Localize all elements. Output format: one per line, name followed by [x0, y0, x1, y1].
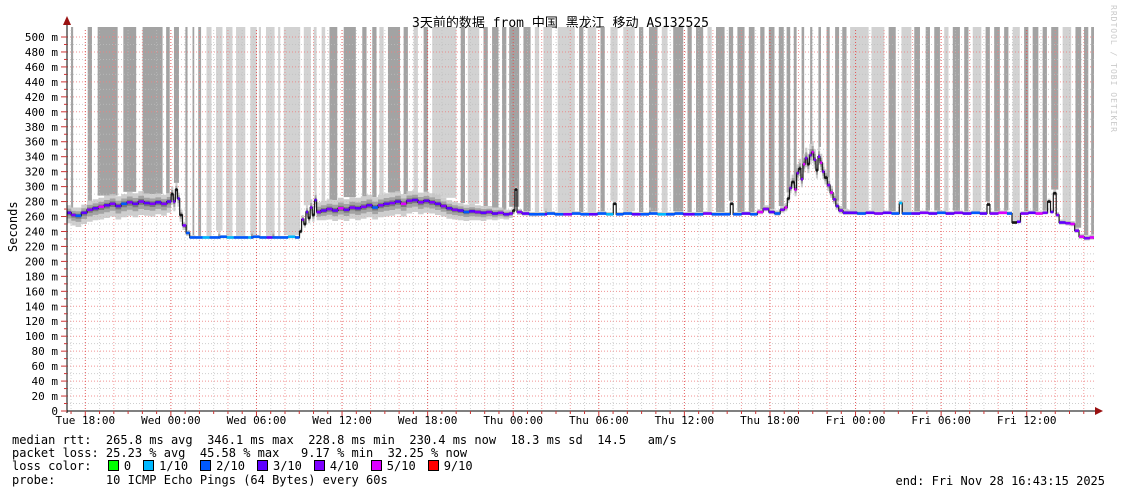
- loss-color-swatch: [200, 460, 212, 471]
- probe-info: probe: 10 ICMP Echo Pings (64 Bytes) eve…: [12, 473, 388, 487]
- loss-color-swatch: [107, 460, 119, 471]
- loss-color-value: 1/10: [159, 459, 189, 473]
- packet-loss-stats: packet loss: 25.23 % avg 45.58 % max 9.1…: [12, 446, 468, 460]
- x-tick-label: Fri 12:00: [997, 414, 1057, 427]
- svg-text:420 m: 420 m: [25, 91, 58, 104]
- svg-text:40 m: 40 m: [32, 375, 59, 388]
- loss-color-item: 4/10: [312, 459, 359, 473]
- loss-color-value: 5/10: [386, 459, 416, 473]
- x-tick-label: Thu 00:00: [483, 414, 543, 427]
- loss-color-item: 2/10: [198, 459, 245, 473]
- svg-text:260 m: 260 m: [25, 211, 58, 224]
- svg-text:440 m: 440 m: [25, 76, 58, 89]
- svg-text:220 m: 220 m: [25, 240, 58, 253]
- loss-color-label: loss color:: [12, 459, 106, 473]
- loss-color-swatch: [256, 460, 268, 471]
- loss-color-item: 3/10: [255, 459, 302, 473]
- loss-color-item: 1/10: [141, 459, 188, 473]
- loss-color-value: 3/10: [272, 459, 302, 473]
- svg-text:460 m: 460 m: [25, 61, 58, 74]
- svg-text:400 m: 400 m: [25, 106, 58, 119]
- loss-color-value: 2/10: [216, 459, 245, 473]
- loss-color-value: 0: [123, 459, 132, 473]
- svg-text:160 m: 160 m: [25, 285, 58, 298]
- svg-text:320 m: 320 m: [25, 166, 58, 179]
- svg-text:180 m: 180 m: [25, 270, 58, 283]
- loss-color-value: 4/10: [329, 459, 359, 473]
- x-tick-label: Thu 18:00: [740, 414, 800, 427]
- loss-color-item: 5/10: [369, 459, 416, 473]
- loss-color-swatch: [370, 460, 382, 471]
- loss-color-item: 9/10: [426, 459, 473, 473]
- svg-text:340 m: 340 m: [25, 151, 58, 164]
- x-tick-label: Fri 06:00: [911, 414, 971, 427]
- svg-text:500 m: 500 m: [25, 31, 58, 44]
- x-tick-label: Thu 06:00: [569, 414, 629, 427]
- svg-text:300 m: 300 m: [25, 181, 58, 194]
- x-tick-label: Wed 12:00: [312, 414, 372, 427]
- svg-text:380 m: 380 m: [25, 121, 58, 134]
- x-tick-label: Wed 00:00: [141, 414, 201, 427]
- svg-text:200 m: 200 m: [25, 255, 58, 268]
- svg-text:360 m: 360 m: [25, 136, 58, 149]
- median-rtt-stats: median rtt: 265.8 ms avg 346.1 ms max 22…: [12, 433, 677, 447]
- loss-color-swatch: [427, 460, 439, 471]
- svg-text:80 m: 80 m: [32, 345, 59, 358]
- x-tick-label: Wed 18:00: [398, 414, 458, 427]
- svg-text:120 m: 120 m: [25, 315, 58, 328]
- svg-text:20 m: 20 m: [32, 390, 59, 403]
- svg-text:140 m: 140 m: [25, 300, 58, 313]
- loss-color-swatch: [313, 460, 325, 471]
- svg-text:280 m: 280 m: [25, 196, 58, 209]
- x-tick-label: Thu 12:00: [655, 414, 715, 427]
- end-timestamp: end: Fri Nov 28 16:43:15 2025: [895, 474, 1105, 488]
- rrdtool-watermark: RRDTOOL / TOBI OETIKER: [1109, 5, 1118, 133]
- svg-text:60 m: 60 m: [32, 360, 59, 373]
- svg-text:480 m: 480 m: [25, 46, 58, 59]
- loss-color-swatch: [143, 460, 155, 471]
- loss-color-item: 0: [106, 459, 131, 473]
- x-tick-label: Tue 18:00: [55, 414, 115, 427]
- svg-text:0: 0: [51, 405, 58, 418]
- x-tick-label: Wed 06:00: [227, 414, 287, 427]
- svg-text:240 m: 240 m: [25, 225, 58, 238]
- svg-text:100 m: 100 m: [25, 330, 58, 343]
- loss-color-value: 9/10: [443, 459, 473, 473]
- x-tick-label: Fri 00:00: [826, 414, 886, 427]
- loss-color-legend: loss color: 0 1/10 2/10 3/10 4/10 5/10 9/10: [12, 460, 483, 473]
